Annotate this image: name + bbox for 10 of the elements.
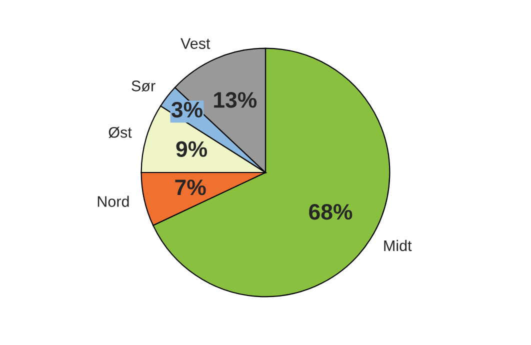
data-label: 3% [171, 102, 202, 118]
data-label: 9% [176, 141, 208, 157]
data-label: 13% [214, 92, 257, 108]
slice-label: Øst [108, 126, 132, 138]
slice-label: Sør [132, 80, 156, 92]
slice-label: Vest [180, 38, 210, 49]
data-label: 7% [175, 180, 206, 196]
slice-label: Nord [98, 196, 129, 207]
data-label: 68% [309, 204, 352, 220]
slice-label: Midt [384, 240, 412, 252]
